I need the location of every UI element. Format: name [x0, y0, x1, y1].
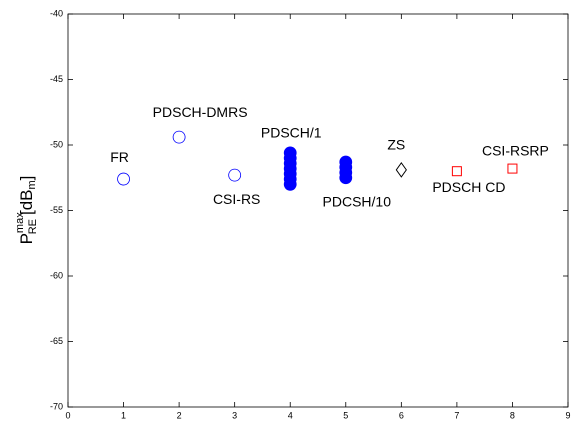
- series-label: PDCSH/10: [323, 194, 392, 210]
- y-tick-label: -50: [50, 139, 63, 149]
- marker: [172, 130, 186, 144]
- x-tick-label: 7: [454, 410, 459, 420]
- y-tick-label: -55: [50, 205, 63, 215]
- y-axis-label: PmaxRE[dBm]: [14, 176, 39, 245]
- series-label: CSI-RSRP: [482, 142, 549, 158]
- y-tick-label: -70: [50, 401, 63, 411]
- marker: [451, 166, 462, 177]
- marker: [339, 171, 353, 185]
- y-tick-label: -45: [50, 74, 63, 84]
- marker: [507, 163, 518, 174]
- y-tick-label: -40: [50, 8, 63, 18]
- marker: [117, 172, 130, 186]
- plot-frame: [67, 13, 569, 408]
- y-tick-label: -65: [50, 336, 63, 346]
- x-tick-label: 1: [121, 410, 126, 420]
- x-tick-label: 3: [232, 410, 237, 420]
- series-label: PDSCH CD: [432, 179, 505, 195]
- x-tick-label: 9: [565, 410, 570, 420]
- series-label: ZS: [387, 137, 405, 153]
- series-label: CSI-RS: [213, 191, 260, 207]
- x-tick-label: 0: [65, 410, 70, 420]
- series-label: PDSCH-DMRS: [153, 104, 248, 120]
- x-tick-label: 2: [177, 410, 182, 420]
- y-tick-label: -60: [50, 270, 63, 280]
- marker: [283, 177, 297, 191]
- x-tick-label: 4: [288, 410, 293, 420]
- series-label: FR: [110, 149, 129, 165]
- series-label: PDSCH/1: [261, 125, 322, 141]
- marker: [395, 162, 407, 178]
- x-tick-label: 6: [399, 410, 404, 420]
- x-tick-label: 5: [343, 410, 348, 420]
- x-tick-label: 8: [510, 410, 515, 420]
- marker: [228, 168, 242, 182]
